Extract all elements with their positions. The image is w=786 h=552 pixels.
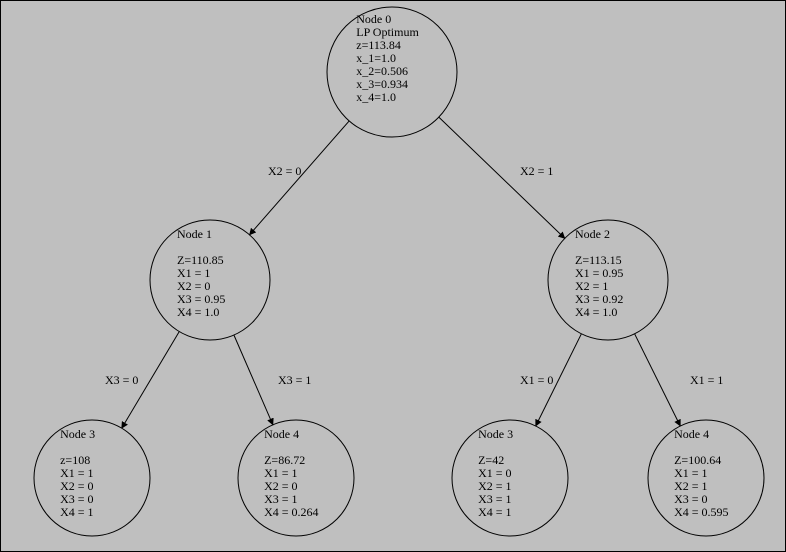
node-n3-line-3: X1 = 1	[60, 466, 93, 480]
node-n0-line-2: z=113.84	[356, 38, 401, 52]
node-n5-line-6: X4 = 1	[478, 505, 511, 519]
node-n6-line-6: X4 = 0.595	[674, 505, 728, 519]
node-n6-line-0: Node 4	[674, 427, 709, 441]
node-n6-line-3: X1 = 1	[674, 466, 707, 480]
node-n4-line-0: Node 4	[264, 427, 299, 441]
node-n6-line-5: X3 = 0	[674, 492, 707, 506]
node-n1-line-3: X1 = 1	[177, 266, 210, 280]
node-n5-line-3: X1 = 0	[478, 466, 511, 480]
node-n1-line-5: X3 = 0.95	[177, 292, 225, 306]
branch-and-bound-tree: X2 = 0X2 = 1X3 = 0X3 = 1X1 = 0X1 = 1 Nod…	[0, 0, 786, 552]
edge-label-e2: X3 = 0	[105, 373, 138, 387]
node-n3-line-6: X4 = 1	[60, 505, 93, 519]
node-n5-line-5: X3 = 1	[478, 492, 511, 506]
node-n1-line-6: X4 = 1.0	[177, 305, 219, 319]
edge-label-e3: X3 = 1	[278, 373, 311, 387]
node-n6-line-2: Z=100.64	[674, 453, 721, 467]
node-n2-line-4: X2 = 1	[575, 279, 608, 293]
node-n4-line-6: X4 = 0.264	[264, 505, 318, 519]
node-n2-line-5: X3 = 0.92	[575, 292, 623, 306]
node-n2-line-6: X4 = 1.0	[575, 305, 617, 319]
node-n2-line-2: Z=113.15	[575, 253, 622, 267]
edge-label-e5: X1 = 1	[690, 373, 723, 387]
node-n0-line-6: x_4=1.0	[356, 90, 396, 104]
node-n2-line-3: X1 = 0.95	[575, 266, 623, 280]
node-n0-line-5: x_3=0.934	[356, 77, 408, 91]
node-n5-line-2: Z=42	[478, 453, 504, 467]
node-n4-line-5: X3 = 1	[264, 492, 297, 506]
node-n4-line-4: X2 = 0	[264, 479, 297, 493]
node-n1-line-0: Node 1	[177, 227, 212, 241]
node-n3-line-4: X2 = 0	[60, 479, 93, 493]
node-n5-line-4: X2 = 1	[478, 479, 511, 493]
node-n1-line-4: X2 = 0	[177, 279, 210, 293]
node-n0-line-3: x_1=1.0	[356, 51, 396, 65]
node-n6-line-4: X2 = 1	[674, 479, 707, 493]
node-n1-line-2: Z=110.85	[177, 253, 224, 267]
node-n0-line-1: LP Optimum	[356, 25, 419, 39]
node-n5-line-0: Node 3	[478, 427, 513, 441]
node-n2-line-0: Node 2	[575, 227, 610, 241]
edge-label-e4: X1 = 0	[520, 373, 553, 387]
node-n4-line-2: Z=86.72	[264, 453, 305, 467]
node-n0-line-4: x_2=0.506	[356, 64, 408, 78]
edge-label-e1: X2 = 1	[520, 164, 553, 178]
node-n3-line-0: Node 3	[60, 427, 95, 441]
node-n0-line-0: Node 0	[356, 12, 391, 26]
node-n4-line-3: X1 = 1	[264, 466, 297, 480]
edge-label-e0: X2 = 0	[268, 164, 301, 178]
node-n3-line-5: X3 = 0	[60, 492, 93, 506]
node-n3-line-2: z=108	[60, 453, 90, 467]
